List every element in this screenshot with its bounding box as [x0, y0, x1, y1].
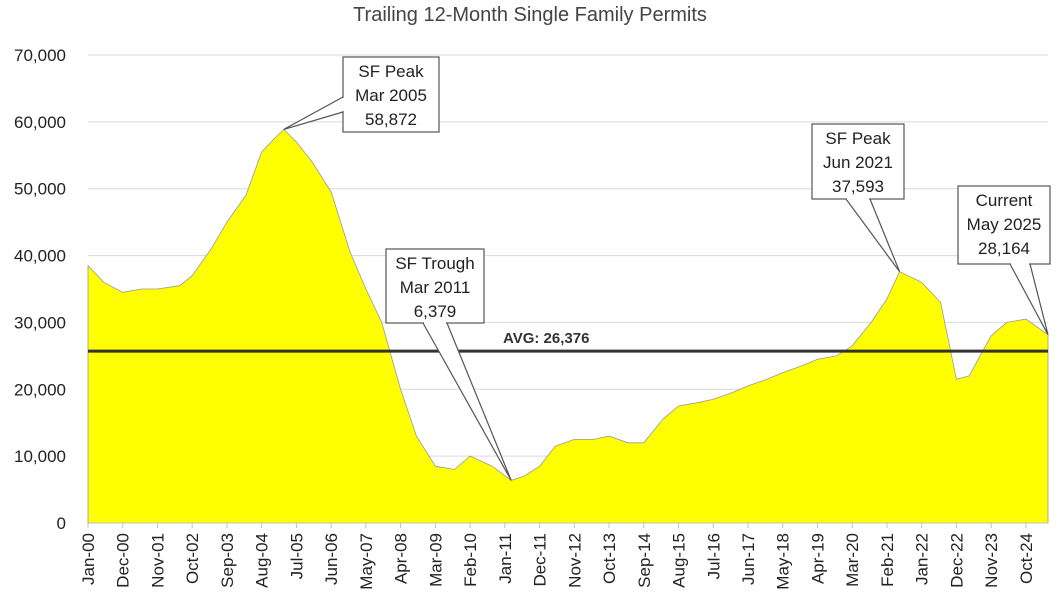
y-tick-label: 20,000	[14, 380, 66, 399]
axis-layer: 0 10,000 20,000 30,000 40,000 50,000 60,000 70,…	[14, 46, 1048, 590]
avg-layer: AVG: 26,376	[88, 330, 1048, 353]
y-tick-label: 70,000	[14, 46, 66, 65]
callout-line: SF Trough	[395, 254, 474, 273]
x-tick-label: Mar-09	[426, 533, 445, 587]
callout-box	[385, 248, 485, 324]
x-tick-label: Apr-08	[392, 533, 411, 584]
x-tick-label: Nov-23	[982, 533, 1001, 588]
x-tick-label: Feb-10	[461, 533, 480, 587]
x-tick-label: May-18	[774, 533, 793, 590]
callout-line: 28,164	[978, 239, 1030, 258]
x-tick-label: Feb-21	[878, 533, 897, 587]
y-tick-label: 40,000	[14, 247, 66, 266]
callout: SF Peak Mar 2005 58,872	[283, 56, 440, 133]
x-tick-label: Sep-03	[218, 533, 237, 588]
x-tick-label: Jul-16	[704, 533, 723, 579]
x-tick-label: Jun-06	[322, 533, 341, 585]
callout-box	[957, 185, 1051, 265]
x-tick-label: Dec-11	[531, 533, 550, 587]
callout-pointer	[844, 198, 901, 273]
callout: SF Trough Mar 2011 6,379	[385, 248, 512, 481]
x-tick-label: Nov-12	[565, 533, 584, 588]
callout-box	[811, 123, 905, 200]
area-layer	[87, 128, 1049, 524]
average-label: AVG: 26,376	[503, 330, 589, 347]
callout-pointer	[283, 95, 344, 130]
x-tick-label: Jun-17	[739, 533, 758, 585]
x-tick-label: Jan-22	[913, 533, 932, 585]
y-tick-label: 60,000	[14, 113, 66, 132]
callout-line: 58,872	[365, 110, 417, 129]
x-tick-label: Jan-00	[79, 533, 98, 585]
x-tick-label: Jan-11	[496, 533, 515, 584]
callout-pointer	[421, 322, 512, 481]
y-tick-label: 10,000	[14, 447, 66, 466]
callout-box	[342, 56, 440, 133]
callout-line: 6,379	[414, 302, 457, 321]
y-tick-label: 50,000	[14, 180, 66, 199]
permits-area	[87, 128, 1049, 524]
callout: Current May 2025 28,164	[957, 185, 1051, 335]
callout: SF Peak Jun 2021 37,593	[811, 123, 905, 273]
callout-line: May 2025	[967, 215, 1042, 234]
callout-line: Jun 2021	[823, 153, 893, 172]
x-tick-label: Sep-14	[635, 533, 654, 588]
x-tick-label: Aug-15	[670, 533, 689, 588]
x-tick-label: Oct-02	[183, 533, 202, 584]
x-tick-label: Oct-13	[600, 533, 619, 584]
x-tick-label: Apr-19	[808, 533, 827, 584]
x-tick-label: Oct-24	[1017, 533, 1036, 584]
callout-line: Mar 2005	[355, 86, 427, 105]
x-tick-label: Mar-20	[843, 533, 862, 587]
y-tick-label: 0	[57, 514, 66, 533]
callout-line: Mar 2011	[400, 278, 471, 297]
x-tick-label: Jul-05	[287, 533, 306, 579]
callout-line: SF Peak	[825, 129, 891, 148]
callout-line: 37,593	[832, 177, 884, 196]
callout-layer: SF Peak Mar 2005 58,872 SF Trough Mar 2011 6,…	[283, 56, 1051, 481]
y-tick-label: 30,000	[14, 313, 66, 332]
x-tick-label: May-07	[357, 533, 376, 590]
x-tick-label: Dec-00	[114, 533, 133, 588]
chart-title: Trailing 12-Month Single Family Permits	[353, 4, 707, 26]
x-tick-label: Nov-01	[148, 533, 167, 588]
callout-line: Current	[976, 191, 1033, 210]
callout-line: SF Peak	[358, 62, 424, 81]
x-tick-label: Dec-22	[947, 533, 966, 588]
x-tick-label: Aug-04	[253, 533, 272, 588]
